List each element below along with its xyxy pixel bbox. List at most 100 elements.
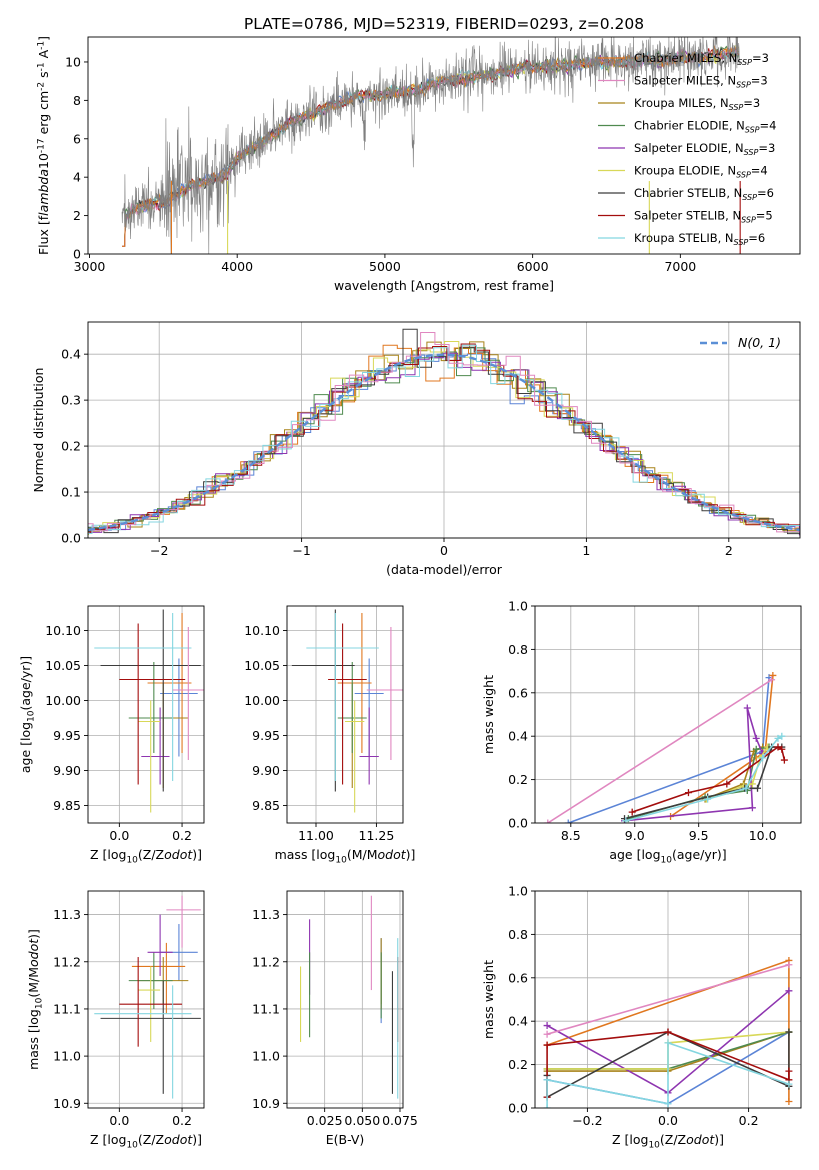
- x-tick-label: 1: [582, 543, 590, 558]
- y-tick-label: 11.3: [53, 907, 81, 922]
- y-tick-label: 8: [73, 93, 81, 108]
- plot-area: [543, 956, 793, 1108]
- weight-marker: [684, 789, 692, 797]
- y-tick-label: 11.0: [53, 1049, 81, 1064]
- y-tick-label: 10.10: [244, 623, 280, 638]
- weight-marker: [752, 745, 760, 753]
- text-run: mass weight: [481, 960, 496, 1039]
- legend-label-base: Salpeter ELODIE, N: [634, 141, 744, 155]
- legend-label: Salpeter STELIB, NSSP=5: [634, 209, 773, 225]
- x-axis-label: Z [log10(Z/Zodot)]: [90, 1132, 202, 1151]
- text-run: )]: [192, 847, 202, 862]
- weight-marker: [748, 804, 756, 812]
- x-tick-label: 5000: [369, 259, 401, 274]
- weight-marker: [543, 1022, 551, 1030]
- legend-label-tail: =3: [752, 51, 769, 65]
- x-tick-label: 11.00: [298, 828, 334, 843]
- plot-area: [544, 671, 788, 823]
- x-tick-label: 0.2: [739, 1113, 759, 1128]
- weight-marker: [785, 1080, 793, 1088]
- legend-label-base: Salpeter STELIB, N: [634, 209, 741, 223]
- plot-area: [88, 328, 800, 536]
- y-tick-label: 10.00: [45, 693, 81, 708]
- weight-marker: [768, 676, 776, 684]
- legend-label-base: Chabrier MILES, N: [634, 51, 737, 65]
- y-tick-label: 6: [73, 131, 81, 146]
- legend-label-sub: SSP: [729, 103, 744, 112]
- weight-marker: [774, 743, 782, 751]
- text-run: age [log: [609, 847, 660, 862]
- text-run: 10: [35, 997, 45, 1009]
- spectrum-panel: 3000 4000 5000 6000 7000 0 2 4 6 8 10 wavelength [A…: [36, 36, 801, 293]
- text-run: 10: [27, 710, 37, 722]
- y-tick-label: 4: [73, 170, 81, 185]
- y-tick-label: 11.3: [252, 907, 280, 922]
- text-run: Z [log: [90, 1132, 126, 1147]
- text-run: 10: [126, 1141, 138, 1151]
- text-run: mass [log: [275, 847, 336, 862]
- text-run: -1: [36, 62, 46, 71]
- legend-label: Kroupa ELODIE, NSSP=4: [634, 164, 768, 180]
- weight-marker: [774, 734, 782, 742]
- legend-label-base: Kroupa MILES, N: [634, 96, 729, 110]
- y-tick-label: 0.2: [508, 772, 528, 787]
- x-tick-label: 2: [725, 543, 733, 558]
- weight-marker: [543, 1041, 551, 1049]
- text-run: )]: [406, 847, 416, 862]
- y-tick-label: 0.8: [508, 642, 528, 657]
- legend-label-tail: =6: [757, 186, 774, 200]
- y-tick-label: 1.0: [508, 599, 528, 614]
- weight-marker: [543, 1104, 551, 1108]
- weight-marker: [785, 987, 793, 995]
- y-tick-label: 0.6: [508, 970, 528, 985]
- weight-line: [624, 707, 764, 822]
- y-tick-label: 0.4: [508, 1014, 528, 1029]
- y-tick-label: 10.9: [252, 1096, 280, 1111]
- legend-label-tail: =4: [760, 119, 777, 133]
- weight-marker: [754, 784, 762, 792]
- x-axis-label: wavelength [Angstrom, rest frame]: [334, 278, 554, 293]
- y-tick-label: 0.3: [61, 393, 81, 408]
- legend-label-sub: SSP: [741, 216, 756, 225]
- text-run: 10: [335, 856, 347, 866]
- x-tick-label: 0.050: [344, 1113, 380, 1128]
- x-tick-label: −0.2: [572, 1113, 602, 1128]
- weight-line: [547, 679, 773, 823]
- weight-marker: [622, 817, 630, 823]
- x-tick-label: 4000: [221, 259, 253, 274]
- y-tick-label: 10: [65, 54, 81, 69]
- text-run: s: [36, 71, 51, 82]
- axes-frame: [286, 890, 404, 1109]
- x-tick-label: −1: [292, 543, 310, 558]
- y-tick-label: 10.05: [45, 658, 81, 673]
- text-run: (M/M: [26, 967, 41, 998]
- text-run: odot: [686, 1132, 715, 1147]
- text-run: (age/yr)]: [672, 847, 727, 862]
- histogram-step: [88, 344, 800, 530]
- data-line: [121, 37, 740, 254]
- axes-frame: [534, 605, 802, 824]
- legend-label: Salpeter ELODIE, NSSP=3: [634, 141, 775, 157]
- histogram-step: [88, 343, 800, 534]
- weight-marker: [543, 1076, 551, 1084]
- legend-label-sub: SSP: [736, 81, 751, 90]
- legend-label-sub: SSP: [742, 193, 757, 202]
- x-axis-label: Z [log10(Z/Zodot)]: [612, 1132, 724, 1151]
- text-run: odot: [26, 938, 41, 967]
- y-tick-label: 9.95: [252, 728, 280, 743]
- x-tick-label: 0.025: [307, 1113, 343, 1128]
- text-run: 10: [661, 856, 673, 866]
- text-run: -2: [36, 82, 46, 91]
- axes-frame: [286, 605, 404, 824]
- text-run: )]: [192, 1132, 202, 1147]
- text-run: odot: [164, 847, 193, 862]
- legend-label-base: Salpeter MILES, N: [634, 74, 736, 88]
- legend-label-tail: =3: [758, 141, 775, 155]
- weight-marker: [743, 704, 751, 712]
- text-run: E(B-V): [326, 1132, 365, 1147]
- text-run: A: [36, 49, 51, 62]
- weight-vs-z-panel: −0.2 0.0 0.2 0.0 0.2 0.4 0.6 0.8 1.0 Z [log10(Z/Z…: [481, 884, 802, 1151]
- text-run: (Z/Z: [660, 1132, 686, 1147]
- x-tick-label: 7000: [664, 259, 696, 274]
